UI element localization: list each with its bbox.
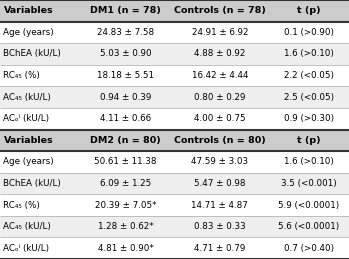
Text: BChEA (kU/L): BChEA (kU/L) xyxy=(3,179,61,188)
Bar xyxy=(0,43,349,65)
Text: 3.5 (<0.001): 3.5 (<0.001) xyxy=(281,179,337,188)
Bar xyxy=(0,238,349,259)
Text: Controls (n = 80): Controls (n = 80) xyxy=(174,136,266,145)
Text: Variables: Variables xyxy=(3,136,53,145)
Text: 6.09 ± 1.25: 6.09 ± 1.25 xyxy=(100,179,151,188)
Bar xyxy=(0,108,349,130)
Text: 2.5 (<0.05): 2.5 (<0.05) xyxy=(284,93,334,102)
Bar xyxy=(0,194,349,216)
Text: DM1 (n = 78): DM1 (n = 78) xyxy=(90,6,161,15)
Text: 0.83 ± 0.33: 0.83 ± 0.33 xyxy=(194,222,246,231)
Text: Controls (n = 78): Controls (n = 78) xyxy=(174,6,266,15)
Text: 5.47 ± 0.98: 5.47 ± 0.98 xyxy=(194,179,246,188)
Text: Age (years): Age (years) xyxy=(3,157,54,166)
Bar xyxy=(0,216,349,238)
Text: BChEA (kU/L): BChEA (kU/L) xyxy=(3,49,61,59)
Text: 1.28 ± 0.62*: 1.28 ± 0.62* xyxy=(98,222,154,231)
Bar xyxy=(0,21,349,43)
Text: 0.7 (>0.40): 0.7 (>0.40) xyxy=(284,244,334,253)
Text: 16.42 ± 4.44: 16.42 ± 4.44 xyxy=(192,71,248,80)
Text: 4.81 ± 0.90*: 4.81 ± 0.90* xyxy=(98,244,154,253)
Bar xyxy=(0,86,349,108)
Text: ACₒⁱ (kU/L): ACₒⁱ (kU/L) xyxy=(3,244,50,253)
Text: ACₒⁱ (kU/L): ACₒⁱ (kU/L) xyxy=(3,114,50,123)
Bar xyxy=(0,130,349,151)
Text: 4.00 ± 0.75: 4.00 ± 0.75 xyxy=(194,114,246,123)
Text: 20.39 ± 7.05*: 20.39 ± 7.05* xyxy=(95,200,156,210)
Text: 1.6 (>0.10): 1.6 (>0.10) xyxy=(284,49,334,59)
Bar xyxy=(0,65,349,86)
Text: 4.88 ± 0.92: 4.88 ± 0.92 xyxy=(194,49,246,59)
Text: 47.59 ± 3.03: 47.59 ± 3.03 xyxy=(191,157,248,166)
Text: RC₄₅ (%): RC₄₅ (%) xyxy=(3,200,40,210)
Text: 50.61 ± 11.38: 50.61 ± 11.38 xyxy=(94,157,157,166)
Text: t (p): t (p) xyxy=(297,136,321,145)
Text: 5.9 (<0.0001): 5.9 (<0.0001) xyxy=(278,200,340,210)
Bar xyxy=(0,0,349,21)
Text: t (p): t (p) xyxy=(297,6,321,15)
Text: 0.80 ± 0.29: 0.80 ± 0.29 xyxy=(194,93,246,102)
Text: Variables: Variables xyxy=(3,6,53,15)
Text: 0.94 ± 0.39: 0.94 ± 0.39 xyxy=(100,93,151,102)
Text: 5.03 ± 0.90: 5.03 ± 0.90 xyxy=(100,49,151,59)
Text: 24.91 ± 6.92: 24.91 ± 6.92 xyxy=(192,28,248,37)
Text: 0.1 (>0.90): 0.1 (>0.90) xyxy=(284,28,334,37)
Bar xyxy=(0,173,349,194)
Text: RC₄₅ (%): RC₄₅ (%) xyxy=(3,71,40,80)
Text: 14.71 ± 4.87: 14.71 ± 4.87 xyxy=(192,200,248,210)
Text: 5.6 (<0.0001): 5.6 (<0.0001) xyxy=(278,222,340,231)
Bar xyxy=(0,151,349,173)
Text: AC₄₅ (kU/L): AC₄₅ (kU/L) xyxy=(3,222,51,231)
Text: 24.83 ± 7.58: 24.83 ± 7.58 xyxy=(97,28,154,37)
Text: 1.6 (>0.10): 1.6 (>0.10) xyxy=(284,157,334,166)
Text: Age (years): Age (years) xyxy=(3,28,54,37)
Text: 18.18 ± 5.51: 18.18 ± 5.51 xyxy=(97,71,154,80)
Text: 2.2 (<0.05): 2.2 (<0.05) xyxy=(284,71,334,80)
Text: AC₄₅ (kU/L): AC₄₅ (kU/L) xyxy=(3,93,51,102)
Text: 4.11 ± 0.66: 4.11 ± 0.66 xyxy=(100,114,151,123)
Text: 4.71 ± 0.79: 4.71 ± 0.79 xyxy=(194,244,246,253)
Text: 0.9 (>0.30): 0.9 (>0.30) xyxy=(284,114,334,123)
Text: DM2 (n = 80): DM2 (n = 80) xyxy=(90,136,161,145)
